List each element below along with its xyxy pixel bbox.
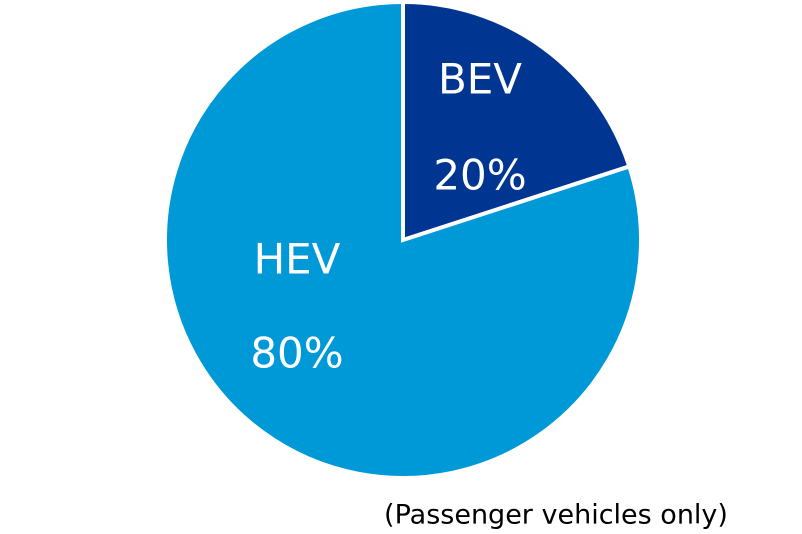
slice-value-label: 80%: [250, 329, 343, 378]
pie: [163, 0, 643, 480]
pie-slice: [163, 0, 643, 480]
annotation: (Passenger vehicles only): [384, 500, 728, 531]
slice-name: HEV: [254, 235, 341, 284]
pie-labels: BEV 20% HEV 80%: [250, 55, 526, 378]
slice-value-label: 20%: [433, 151, 526, 200]
slice-name: BEV: [438, 55, 522, 104]
pie-slice: [401, 0, 632, 243]
